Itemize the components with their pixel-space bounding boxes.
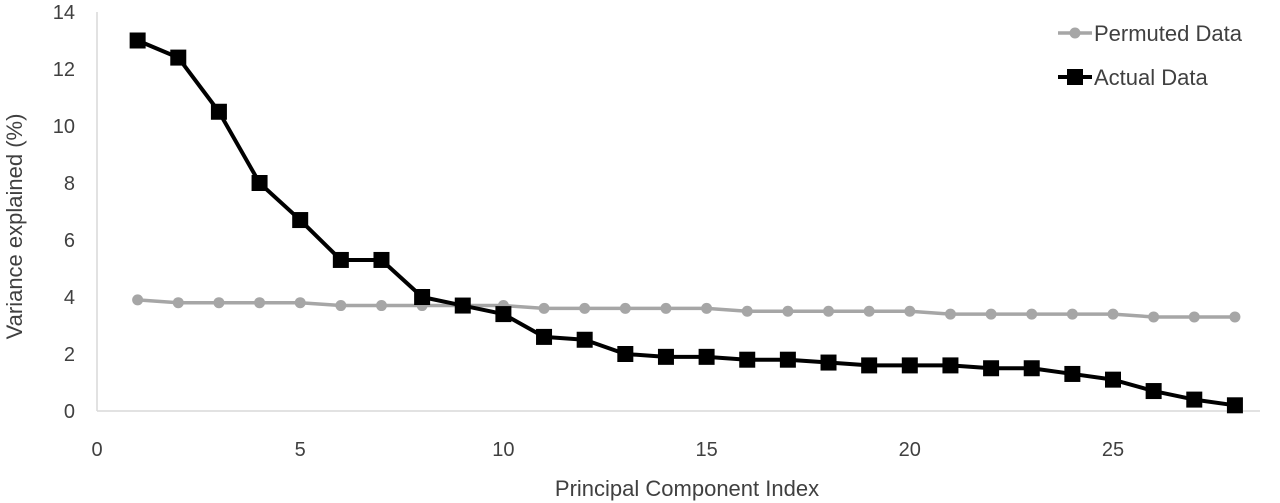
data-point [1064, 365, 1081, 382]
data-point [617, 346, 634, 362]
data-point [1105, 371, 1121, 388]
series-layer [129, 32, 1243, 414]
x-tick-label: 20 [899, 439, 921, 461]
data-point [701, 302, 713, 314]
data-point [294, 297, 306, 309]
data-point [741, 305, 753, 317]
data-point [170, 49, 187, 66]
data-point [863, 305, 875, 317]
legend-item-permuted-data: Permuted Data [1058, 21, 1243, 46]
data-point [1023, 360, 1040, 377]
y-tick-label: 6 [64, 230, 75, 252]
data-point [1107, 308, 1119, 320]
x-tick-label: 0 [91, 439, 102, 461]
data-point [739, 351, 756, 368]
data-point [579, 302, 591, 314]
y-tick-label: 0 [64, 401, 75, 423]
series-actual-data [129, 32, 1243, 414]
data-point [698, 348, 715, 365]
data-point [129, 32, 146, 49]
data-point [538, 302, 550, 314]
data-point [254, 297, 266, 309]
data-point [1188, 311, 1200, 323]
legend-marker-actual-data [1067, 69, 1083, 85]
data-point [1226, 397, 1243, 414]
series-line [136, 38, 1236, 408]
legend-marker-permuted-data [1069, 27, 1081, 39]
legend-label-permuted-data: Permuted Data [1094, 21, 1243, 46]
data-point [495, 306, 512, 323]
x-tick-label: 5 [295, 439, 306, 461]
legend-label-actual-data: Actual Data [1094, 65, 1208, 90]
x-tick-label: 25 [1102, 439, 1124, 461]
data-point [536, 328, 553, 345]
data-point [904, 305, 916, 317]
data-point [1066, 308, 1078, 320]
data-point [132, 294, 144, 306]
data-point [660, 302, 672, 314]
data-point [172, 297, 184, 309]
data-point [944, 308, 956, 320]
y-tick-label: 14 [53, 2, 75, 24]
data-point [1026, 308, 1038, 320]
data-point [823, 305, 835, 317]
data-point [292, 212, 309, 229]
y-axis-title: Variance explained (%) [2, 114, 27, 340]
legend: Permuted Data Actual Data [1058, 21, 1243, 90]
x-tick-label: 15 [695, 439, 717, 461]
data-point [414, 289, 431, 305]
data-point [820, 354, 837, 371]
data-point [375, 300, 387, 312]
data-point [1148, 311, 1160, 323]
data-point [1145, 383, 1162, 400]
data-point [942, 357, 959, 374]
data-point [576, 331, 593, 348]
data-point [1229, 311, 1241, 323]
data-point [335, 300, 347, 312]
y-tick-label: 4 [64, 287, 75, 309]
y-axis-ticks: 0 2 4 6 8 10 12 14 [53, 2, 75, 423]
y-tick-label: 2 [64, 344, 75, 366]
data-point [657, 348, 674, 365]
data-point [251, 175, 268, 191]
data-point [779, 351, 796, 368]
x-axis-title: Principal Component Index [555, 476, 819, 501]
data-point [454, 297, 471, 314]
series-permuted-data [132, 294, 1241, 323]
data-point [332, 251, 349, 268]
data-point [782, 305, 794, 317]
x-tick-label: 10 [492, 439, 514, 461]
data-point [983, 360, 1000, 377]
data-point [373, 251, 390, 268]
legend-item-actual-data: Actual Data [1058, 65, 1208, 90]
data-point [210, 103, 227, 120]
data-point [213, 297, 225, 309]
series-line [137, 298, 1235, 319]
data-point [985, 308, 997, 320]
data-point [619, 302, 631, 314]
data-point [1186, 391, 1203, 408]
x-axis-ticks: 0 5 10 15 20 25 [91, 439, 1124, 461]
y-tick-label: 8 [64, 173, 75, 195]
data-point [901, 357, 918, 374]
data-point [861, 357, 878, 374]
y-tick-label: 12 [53, 59, 75, 81]
y-tick-label: 10 [53, 116, 75, 138]
